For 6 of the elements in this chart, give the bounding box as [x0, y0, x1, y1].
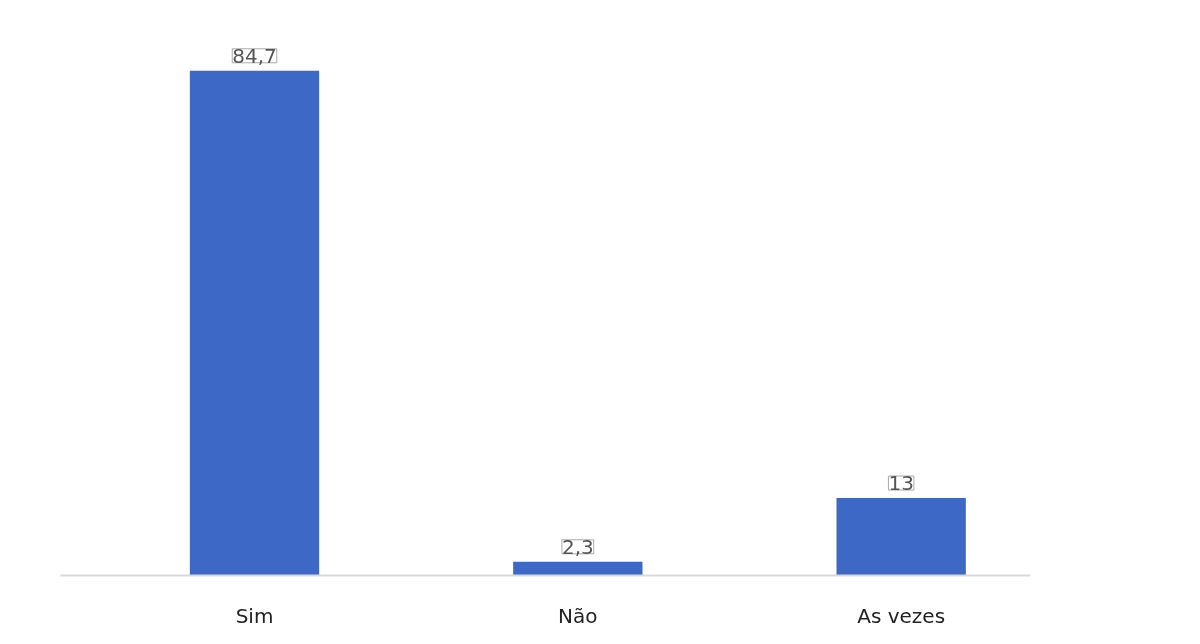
- x-tick-label: As vezes: [857, 603, 946, 628]
- x-tick-label: Sim: [235, 603, 274, 628]
- x-tick-label: Não: [558, 603, 598, 628]
- data-label: 13: [888, 471, 914, 496]
- data-label: 84,7: [232, 43, 277, 68]
- data-label: 2,3: [561, 534, 594, 559]
